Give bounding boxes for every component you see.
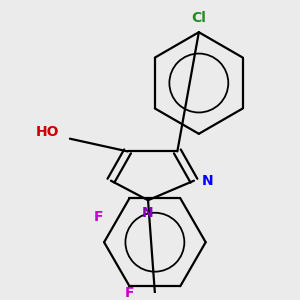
Text: N: N	[142, 206, 154, 220]
Text: N: N	[202, 174, 213, 188]
Text: F: F	[94, 210, 103, 224]
Text: HO: HO	[36, 125, 59, 139]
Text: F: F	[125, 286, 134, 300]
Text: Cl: Cl	[191, 11, 206, 25]
